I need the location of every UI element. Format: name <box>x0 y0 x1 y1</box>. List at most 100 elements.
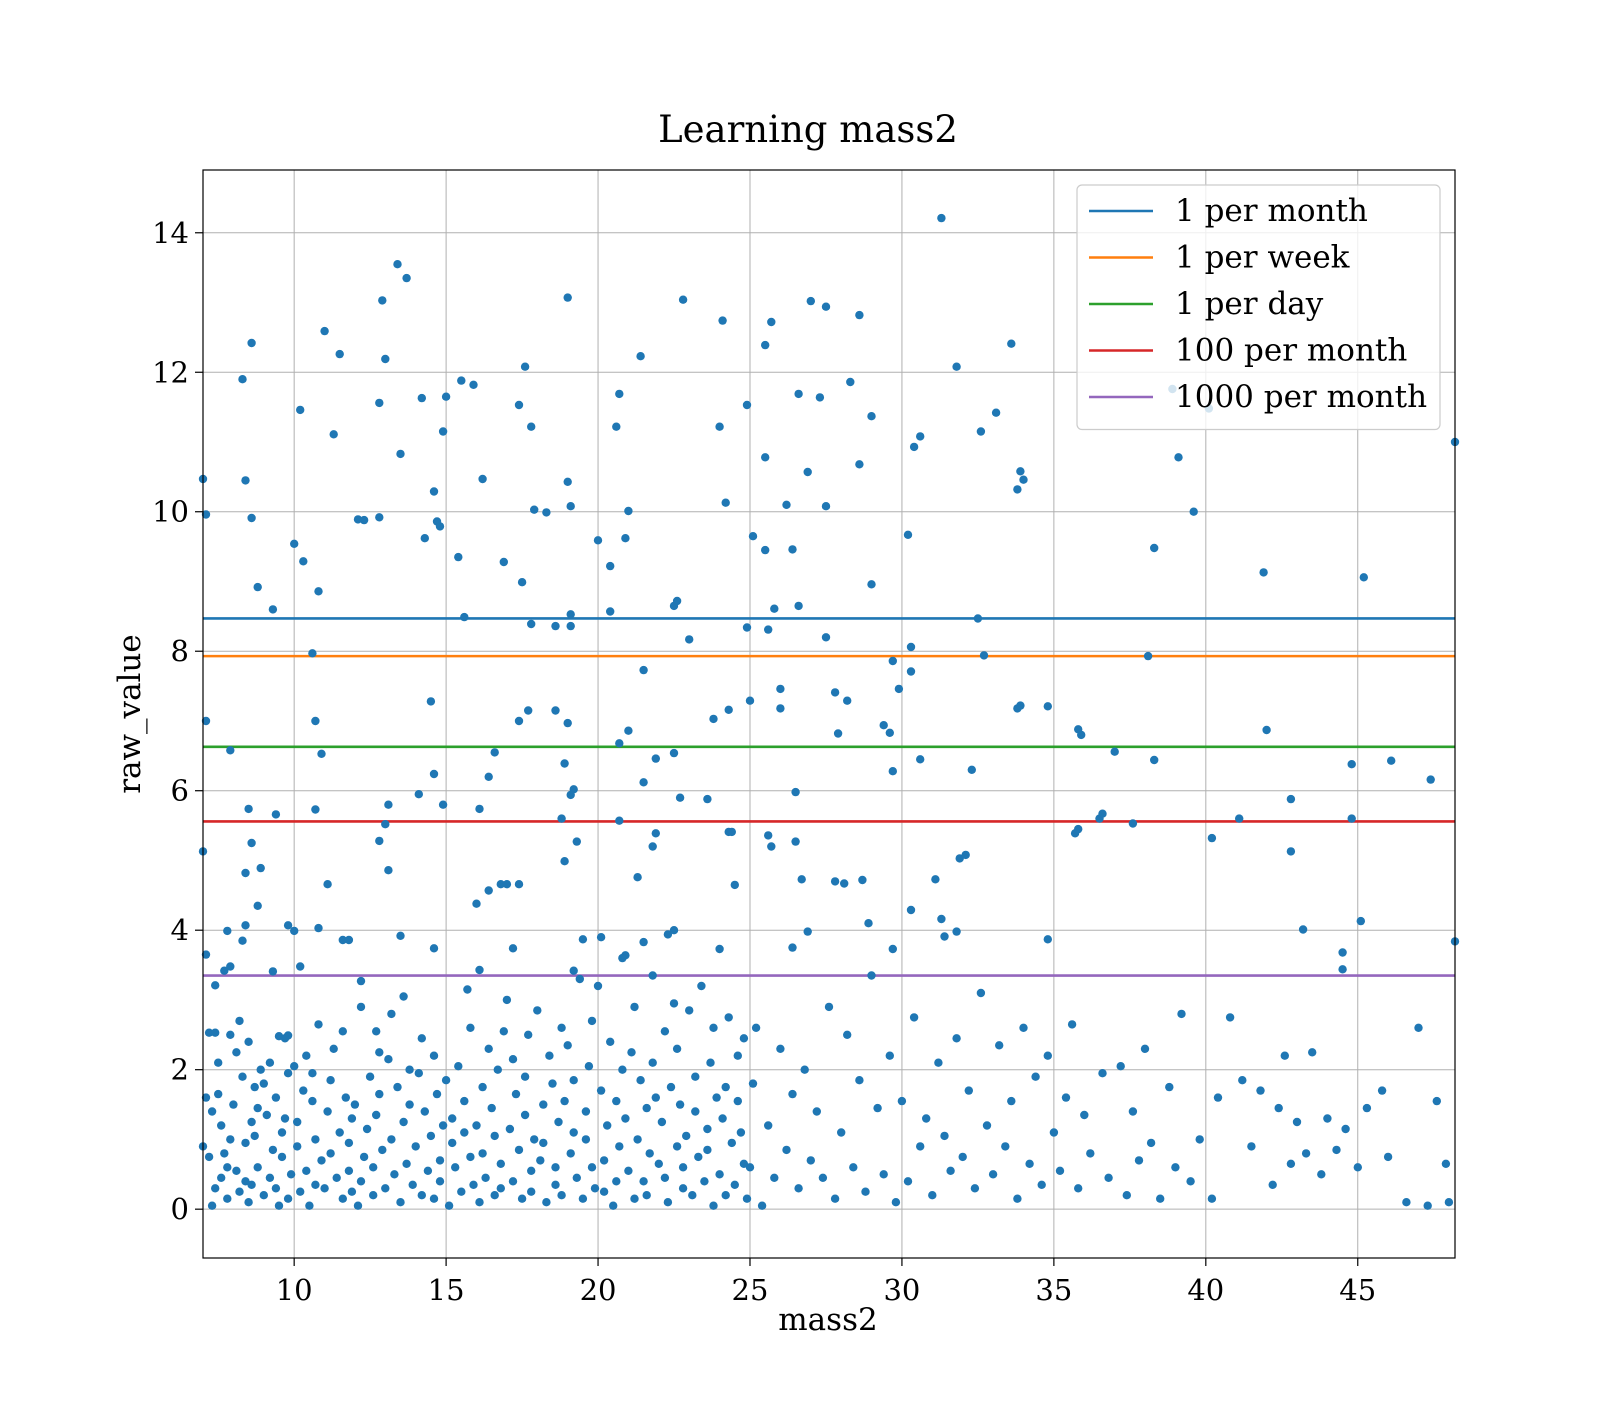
data-point <box>867 412 876 421</box>
data-point <box>359 515 369 525</box>
data-point <box>356 1002 366 1012</box>
data-point <box>727 827 736 837</box>
data-point <box>517 578 527 587</box>
data-point <box>563 477 572 486</box>
data-point <box>669 999 679 1008</box>
data-point <box>375 398 384 408</box>
data-point <box>824 1002 834 1012</box>
data-point <box>730 1180 739 1190</box>
data-point <box>621 534 630 543</box>
data-point <box>639 937 648 947</box>
data-point <box>478 1149 487 1158</box>
data-point <box>338 935 347 945</box>
y-tick-label: 4 <box>171 913 189 947</box>
data-point <box>648 1058 657 1067</box>
data-point <box>666 1082 676 1092</box>
data-point <box>262 1110 271 1120</box>
data-point <box>514 880 524 889</box>
data-point <box>1286 794 1296 804</box>
data-point <box>669 926 679 935</box>
data-point <box>855 1076 864 1085</box>
data-point <box>730 880 739 890</box>
data-point <box>232 1048 241 1057</box>
data-point <box>454 552 463 562</box>
data-point <box>314 587 323 596</box>
data-point <box>1280 1051 1290 1060</box>
data-point <box>235 1016 244 1026</box>
data-point <box>372 1027 381 1036</box>
data-point <box>530 505 539 514</box>
data-point <box>724 705 733 714</box>
data-point <box>305 1201 314 1210</box>
data-point <box>265 1173 275 1183</box>
data-point <box>256 1065 265 1074</box>
data-point <box>299 557 308 566</box>
chart-title: Learning mass2 <box>658 108 958 151</box>
data-point <box>672 596 682 606</box>
data-point <box>678 1163 688 1172</box>
data-point <box>745 696 755 705</box>
data-point <box>201 1093 211 1102</box>
data-point <box>375 1048 384 1057</box>
data-point <box>1013 485 1022 494</box>
data-point <box>551 706 560 715</box>
legend-label: 1 per week <box>1175 240 1350 276</box>
data-point <box>557 1023 566 1032</box>
data-point <box>238 375 247 384</box>
data-point <box>888 656 897 666</box>
data-point <box>1387 756 1396 765</box>
data-point <box>329 1044 338 1054</box>
data-point <box>241 1177 250 1186</box>
data-point <box>946 1166 955 1176</box>
data-point <box>341 1093 350 1102</box>
x-tick-label: 20 <box>580 1273 617 1307</box>
data-point <box>362 1124 372 1134</box>
data-point <box>569 966 578 975</box>
x-tick-label: 30 <box>883 1273 920 1307</box>
data-point <box>384 800 393 809</box>
legend: 1 per month 1 per week 1 per day 100 per mo… <box>1076 184 1441 431</box>
data-point <box>566 621 575 631</box>
data-point <box>855 460 864 469</box>
data-point <box>818 1173 828 1183</box>
data-point <box>940 932 949 941</box>
data-point <box>1225 1013 1235 1022</box>
data-point <box>438 1121 448 1130</box>
data-point <box>457 376 466 385</box>
data-point <box>514 1145 524 1155</box>
data-point <box>381 1184 390 1193</box>
data-point <box>587 1016 597 1026</box>
data-point <box>438 800 448 809</box>
data-point <box>764 625 773 634</box>
data-point <box>1341 1124 1350 1134</box>
data-point <box>211 1028 220 1037</box>
data-point <box>563 718 572 728</box>
data-point <box>1074 1184 1083 1193</box>
data-point <box>338 1194 347 1203</box>
data-point <box>475 965 484 975</box>
data-point <box>976 427 986 436</box>
data-point <box>365 1072 375 1081</box>
data-point <box>444 1201 454 1210</box>
data-point <box>1383 1152 1393 1162</box>
data-point <box>1301 1149 1311 1158</box>
data-point <box>323 880 332 889</box>
data-point <box>441 392 451 401</box>
data-point <box>1235 814 1244 823</box>
data-point <box>1247 1142 1256 1151</box>
data-point <box>715 944 724 954</box>
data-point <box>302 1166 311 1176</box>
data-point <box>335 349 344 359</box>
data-point <box>220 1149 229 1158</box>
data-point <box>703 1124 712 1134</box>
data-point <box>764 831 773 840</box>
data-point <box>988 1170 998 1179</box>
data-point <box>369 1191 378 1200</box>
data-point <box>976 988 986 998</box>
data-point <box>788 545 797 554</box>
data-point <box>678 1184 688 1193</box>
data-point <box>581 1135 591 1144</box>
data-point <box>928 1191 937 1200</box>
data-point <box>633 1135 642 1144</box>
